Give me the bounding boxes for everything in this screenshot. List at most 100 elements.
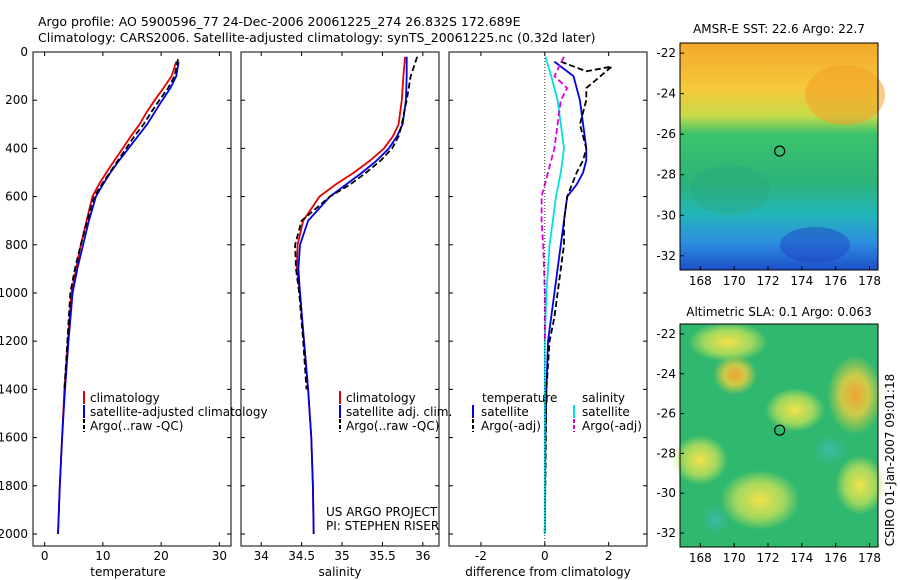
series-line-salinity-argo-adj-: [540, 56, 569, 342]
map-lat-label: -24: [656, 367, 676, 381]
sla-map-frame: [679, 323, 879, 548]
temperature-plot: 0 10 20 30: [41, 52, 227, 563]
depth-tick-label: 1000: [0, 286, 28, 300]
csiro-timestamp: CSIRO 01-Jan-2007 09:01:18: [883, 374, 897, 546]
map-axes: -22 -24 -26 -28 -30 -32 168 170 172 174 176 178 -22 -…: [656, 46, 881, 565]
sla-patch: [688, 322, 768, 362]
sla-patch: [765, 388, 825, 432]
x-tick-label: 36: [415, 549, 430, 563]
legend-climatology-label: climatology: [346, 391, 416, 405]
depth-tick-label: 1600: [0, 431, 28, 445]
sst-map-title: AMSR-E SST: 22.6 Argo: 22.7: [693, 22, 865, 36]
project-credit: US ARGO PROJECT: [326, 505, 438, 519]
map-lat-label: -22: [656, 327, 676, 341]
map-lon-label: 172: [757, 274, 780, 288]
depth-tick-label: 400: [5, 141, 28, 155]
float-position-marker: [774, 145, 786, 157]
sla-map: [672, 322, 885, 548]
depth-tick-label: 800: [5, 238, 28, 252]
depth-tick-label: 600: [5, 190, 28, 204]
map-lon-label: 178: [858, 274, 881, 288]
legend-temp-argo-label: Argo(-adj): [481, 419, 541, 433]
legend-satellite-label: satellite adj. clim.: [346, 405, 452, 419]
map-lon-label: 170: [723, 551, 746, 565]
map-lon-label: 172: [757, 551, 780, 565]
sst-green-patch: [690, 165, 770, 215]
legend-climatology-label: climatology: [90, 391, 160, 405]
map-lon-label: 174: [790, 274, 813, 288]
map-lat-label: -32: [656, 526, 676, 540]
sla-patch: [812, 435, 848, 465]
depth-tick-label: 0: [20, 45, 28, 59]
sla-patch: [713, 355, 757, 395]
depth-axis: 0 200 400 600 800 1000 1200 1400 1600 1800 2000: [0, 45, 647, 541]
figure-title: Argo profile: AO 5900596_77 24-Dec-2006 …: [38, 14, 595, 46]
x-tick-label: 35: [334, 549, 349, 563]
series-line-salinity-satellite: [543, 56, 565, 534]
temperature-xlabel: temperature: [90, 565, 165, 579]
x-tick-label: 0: [541, 549, 549, 563]
sst-warm-patch: [805, 65, 885, 125]
map-lat-label: -32: [656, 249, 676, 263]
map-lon-label: 178: [858, 551, 881, 565]
x-tick-label: 10: [95, 549, 110, 563]
difference-legend: temperature satellite Argo(-adj) salinit…: [472, 391, 642, 433]
sst-cold-patch: [780, 227, 850, 263]
legend-satellite-label: satellite-adjusted climatology: [90, 405, 268, 419]
legend-argo-label: Argo(..raw -QC): [90, 419, 183, 433]
map-lon-label: 168: [689, 274, 712, 288]
legend-salinity-heading: salinity: [582, 391, 625, 405]
depth-tick-label: 2000: [0, 527, 28, 541]
map-lon-label: 176: [824, 274, 847, 288]
legend-temperature-heading: temperature: [482, 391, 557, 405]
difference-plot-frame: [448, 51, 648, 547]
map-lat-label: -26: [656, 407, 676, 421]
salinity-plot-frame: [240, 51, 440, 547]
series-line-argo-raw-qc-: [294, 56, 419, 390]
map-lat-label: -22: [656, 46, 676, 60]
series-line-temperature-argo-adj-: [543, 60, 616, 535]
salinity-legend: climatology satellite adj. clim. Argo(..…: [326, 391, 452, 533]
difference-plot: -2 0 2: [475, 52, 616, 563]
salinity-xlabel: salinity: [318, 565, 361, 579]
title-line-2: Climatology: CARS2006. Satellite-adjuste…: [38, 30, 596, 45]
map-lon-label: 170: [723, 274, 746, 288]
x-tick-label: 34: [254, 549, 269, 563]
x-tick-label: 35.5: [369, 549, 396, 563]
sla-patch: [827, 355, 883, 435]
x-tick-label: -2: [475, 549, 487, 563]
x-tick-label: 2: [605, 549, 613, 563]
map-lat-label: -30: [656, 486, 676, 500]
depth-tick-label: 1400: [0, 382, 28, 396]
legend-sal-argo-label: Argo(-adj): [582, 419, 642, 433]
temperature-legend: climatology satellite-adjusted climatolo…: [83, 391, 268, 433]
sst-map: [679, 42, 885, 271]
legend-sal-satellite-label: satellite: [582, 405, 630, 419]
x-tick-label: 20: [153, 549, 168, 563]
map-lat-label: -26: [656, 127, 676, 141]
x-tick-label: 34.5: [288, 549, 315, 563]
x-tick-label: 0: [41, 549, 49, 563]
map-lat-label: -28: [656, 446, 676, 460]
sla-patch: [835, 455, 885, 515]
map-lon-label: 176: [824, 551, 847, 565]
pi-credit: PI: STEPHEN RISER: [326, 519, 439, 533]
series-line-argo-raw-qc-: [63, 59, 179, 390]
float-position-marker: [774, 424, 786, 436]
legend-argo-label: Argo(..raw -QC): [346, 419, 439, 433]
x-tick-label: 30: [212, 549, 227, 563]
sla-patch: [672, 435, 728, 485]
map-lat-label: -28: [656, 168, 676, 182]
map-lon-label: 174: [790, 551, 813, 565]
sst-map-frame: [679, 42, 879, 271]
title-line-1: Argo profile: AO 5900596_77 24-Dec-2006 …: [38, 14, 521, 29]
depth-tick-label: 1200: [0, 334, 28, 348]
sla-patch: [720, 470, 800, 530]
map-lat-label: -24: [656, 87, 676, 101]
map-lat-label: -30: [656, 208, 676, 222]
difference-xlabel: difference from climatology: [465, 565, 631, 579]
depth-tick-label: 1800: [0, 479, 28, 493]
salinity-plot: 34 34.5 35 35.5 36: [254, 52, 430, 563]
temperature-plot-frame: [32, 51, 232, 547]
